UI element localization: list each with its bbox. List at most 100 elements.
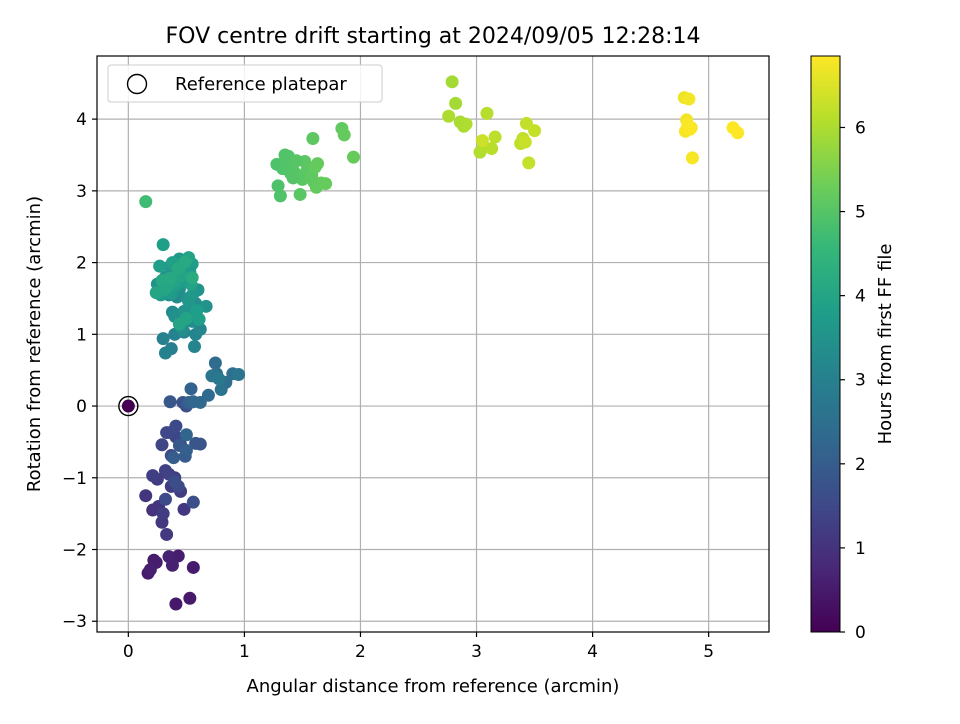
legend: Reference platepar <box>107 64 383 103</box>
colorbar-ticks: 0 1 2 3 4 5 6 <box>840 118 866 643</box>
grid-lines <box>97 56 769 632</box>
data-point <box>445 75 459 89</box>
data-point <box>192 312 206 326</box>
data-point <box>189 436 203 450</box>
data-point <box>311 157 325 171</box>
data-point <box>685 151 699 165</box>
data-point <box>168 474 182 488</box>
colorbar-tick-label: 3 <box>855 371 866 391</box>
data-point <box>522 156 536 170</box>
colorbar-tick-label: 6 <box>855 118 866 138</box>
data-point <box>442 109 456 123</box>
data-point <box>184 382 198 396</box>
data-point <box>731 126 745 140</box>
colorbar-tick-label: 2 <box>855 455 866 475</box>
data-point <box>177 502 191 516</box>
data-point <box>290 154 304 168</box>
data-point <box>518 135 532 149</box>
data-point <box>337 128 351 142</box>
legend-marker <box>126 73 148 95</box>
colorbar-tick-label: 0 <box>855 623 866 643</box>
data-point <box>480 106 494 120</box>
data-point <box>146 469 160 483</box>
data-point <box>139 489 153 503</box>
y-axis-label: Rotation from reference (arcmin) <box>24 196 45 492</box>
data-point <box>179 444 193 458</box>
y-tick-label: −3 <box>62 612 87 632</box>
plot-frame <box>96 55 770 633</box>
data-point <box>273 189 287 203</box>
data-point <box>346 150 360 164</box>
data-point <box>167 451 181 465</box>
data-point <box>185 271 199 285</box>
data-point <box>183 591 197 605</box>
y-tick-label: 0 <box>76 397 87 417</box>
data-point <box>306 131 320 145</box>
axis-ticks: 0 1 2 3 4 5 −3 −2 −1 0 1 2 3 4 <box>62 110 714 662</box>
y-tick-label: 3 <box>76 182 87 202</box>
x-axis-label: Angular distance from reference (arcmin) <box>247 676 620 697</box>
x-tick-label: 5 <box>703 642 714 662</box>
colorbar-label: Hours from first FF file <box>875 244 896 445</box>
data-point <box>193 322 207 336</box>
data-point <box>293 187 307 201</box>
reference-point-marker <box>118 395 139 417</box>
data-point <box>212 372 226 386</box>
x-tick-label: 3 <box>471 642 482 662</box>
colorbar-tick-label: 1 <box>855 539 866 559</box>
x-tick-label: 2 <box>355 642 366 662</box>
data-point <box>158 492 172 506</box>
data-point <box>186 560 200 574</box>
colorbar-tick-label: 5 <box>855 203 866 223</box>
legend-box <box>107 64 383 103</box>
colorbar-gradient <box>810 55 841 633</box>
colorbar: 0 1 2 3 4 5 6 Hours from first FF file <box>810 55 896 643</box>
data-point <box>162 550 176 564</box>
data-point <box>319 177 333 191</box>
data-point <box>179 312 193 326</box>
data-point <box>449 96 463 110</box>
data-point <box>143 563 157 577</box>
y-tick-label: −1 <box>62 469 87 489</box>
data-point <box>156 238 170 252</box>
data-point <box>214 383 228 397</box>
data-point <box>160 527 174 541</box>
data-point <box>169 419 183 433</box>
data-point <box>278 148 292 162</box>
data-point <box>459 117 473 131</box>
data-point <box>682 92 696 106</box>
data-point <box>160 426 174 440</box>
y-tick-label: 2 <box>76 254 87 274</box>
data-point <box>178 255 192 269</box>
x-tick-label: 4 <box>587 642 598 662</box>
data-point <box>187 340 201 354</box>
data-point <box>169 597 183 611</box>
data-point <box>171 549 185 563</box>
y-tick-label: 1 <box>76 325 87 345</box>
data-point <box>121 399 135 413</box>
data-point <box>528 124 542 138</box>
data-point <box>304 170 318 184</box>
data-point <box>475 134 489 148</box>
data-point <box>186 495 200 509</box>
data-point <box>232 367 246 381</box>
data-point <box>153 259 167 273</box>
data-point <box>163 395 177 409</box>
data-point <box>156 332 170 346</box>
data-point <box>201 388 215 402</box>
legend-entry-reference: Reference platepar <box>175 74 347 95</box>
y-tick-label: 4 <box>76 110 87 130</box>
data-point <box>139 195 153 209</box>
colorbar-tick-label: 4 <box>855 287 866 307</box>
x-tick-label: 1 <box>239 642 250 662</box>
chart-title: FOV centre drift starting at 2024/09/05 … <box>166 24 701 49</box>
x-tick-label: 0 <box>123 642 134 662</box>
data-point <box>149 286 163 300</box>
data-points <box>121 75 745 611</box>
data-point <box>179 428 193 442</box>
data-point <box>158 346 172 360</box>
data-point <box>155 438 169 452</box>
data-point <box>488 130 502 144</box>
